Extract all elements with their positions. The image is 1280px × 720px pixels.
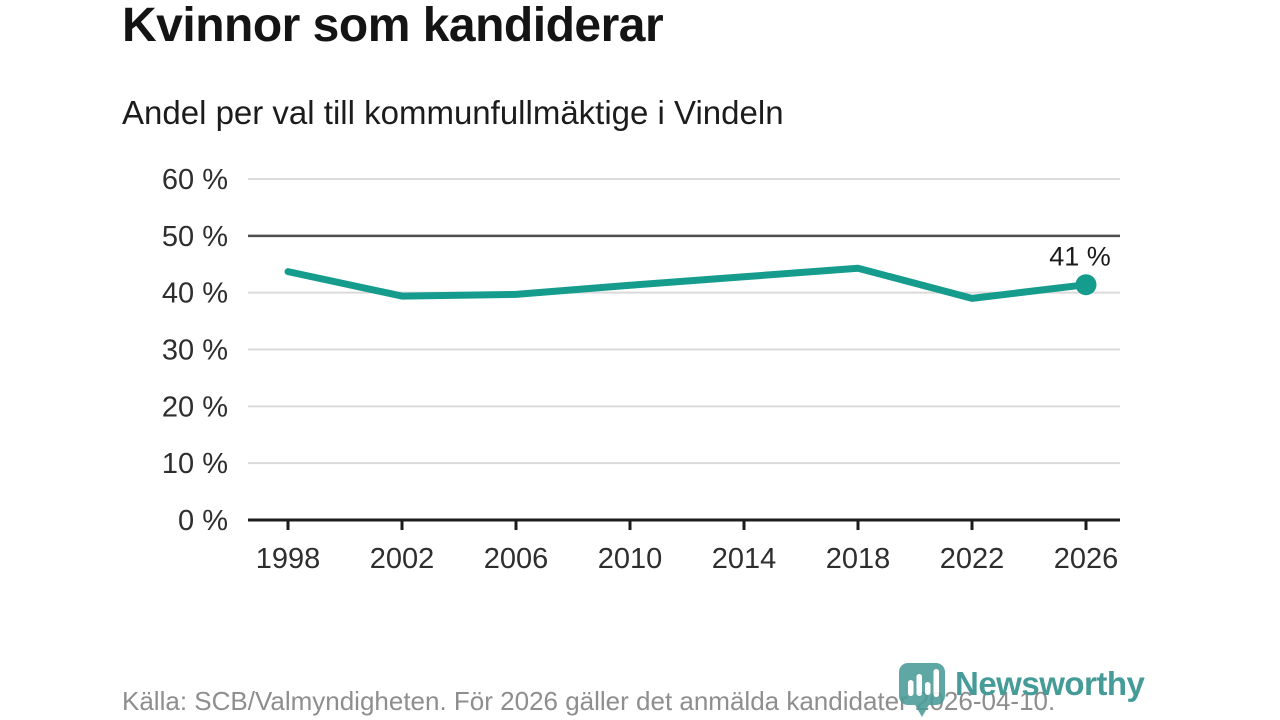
y-axis-label: 10 % bbox=[162, 448, 228, 480]
y-axis-label: 60 % bbox=[162, 164, 228, 196]
y-axis-label: 30 % bbox=[162, 335, 228, 367]
x-axis-label: 2026 bbox=[1054, 543, 1119, 575]
x-axis-label: 2014 bbox=[712, 543, 777, 575]
newsworthy-pin-icon bbox=[899, 663, 945, 717]
y-axis-label: 40 % bbox=[162, 278, 228, 310]
x-axis-label: 2022 bbox=[940, 543, 1005, 575]
x-axis-label: 2018 bbox=[826, 543, 891, 575]
x-axis-label: 2006 bbox=[484, 543, 549, 575]
data-line bbox=[284, 264, 1090, 302]
end-point-marker bbox=[1075, 274, 1097, 296]
x-axis-label: 2010 bbox=[598, 543, 663, 575]
x-axis-label: 2002 bbox=[370, 543, 435, 575]
y-axis-label: 20 % bbox=[162, 391, 228, 423]
y-axis-label: 0 % bbox=[178, 505, 228, 537]
newsworthy-wordmark: Newsworthy bbox=[955, 665, 1145, 702]
page-title: Kvinnor som kandiderar bbox=[122, 0, 664, 52]
y-axis-label: 50 % bbox=[162, 221, 228, 253]
x-axis-label: 1998 bbox=[256, 543, 321, 575]
newsworthy-logo: Newsworthy bbox=[897, 662, 1145, 718]
chart-subtitle: Andel per val till kommunfullmäktige i V… bbox=[122, 94, 784, 131]
end-value-label: 41 % bbox=[1049, 242, 1111, 272]
